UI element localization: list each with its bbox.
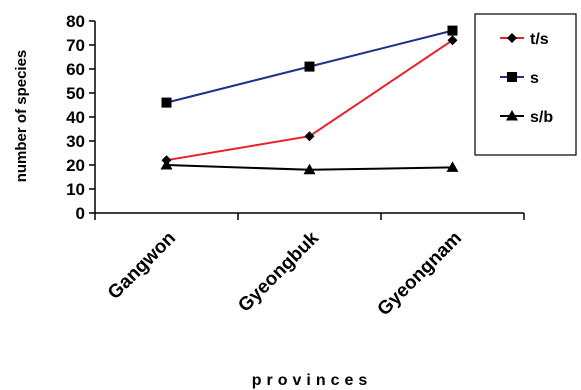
data-point [160,159,173,170]
data-point [161,97,172,108]
x-tick-label: Gangwon [104,228,180,304]
series-group [160,25,459,175]
y-tick-label: 60 [66,60,85,79]
legend-label: s/b [530,109,553,126]
legend-marker [507,33,517,43]
x-axis-label: provinces [252,372,373,389]
data-point [447,25,458,36]
legend-label: t/s [530,31,549,48]
legend-marker [507,72,517,82]
y-tick-label: 80 [66,12,85,31]
x-tick-label: Gyeongbuk [234,227,323,316]
chart-axes [94,21,524,214]
y-tick-label: 70 [66,36,85,55]
x-tick-label: Gyeongnam [374,228,466,320]
legend-label: s [530,70,539,87]
legend: t/s s s/b [474,13,577,156]
data-point [304,131,315,142]
y-tick-label: 20 [66,156,85,175]
x-axis-ticks: Gangwon Gyeongbuk Gyeongnam [94,213,525,320]
legend-marker [506,110,518,121]
y-tick-label: 0 [76,204,85,223]
data-point [446,161,459,172]
legend-box [474,13,577,156]
y-tick-label: 10 [66,180,85,199]
data-point [447,35,458,46]
series-line [166,39,454,162]
data-point [303,163,316,175]
y-axis-label: number of species [13,50,30,183]
y-tick-label: 50 [66,84,85,103]
y-tick-label: 40 [66,108,85,127]
data-point [304,61,315,72]
y-tick-label: 30 [66,132,85,151]
y-axis-ticks: 0 10 20 30 40 50 60 70 80 [66,12,95,223]
